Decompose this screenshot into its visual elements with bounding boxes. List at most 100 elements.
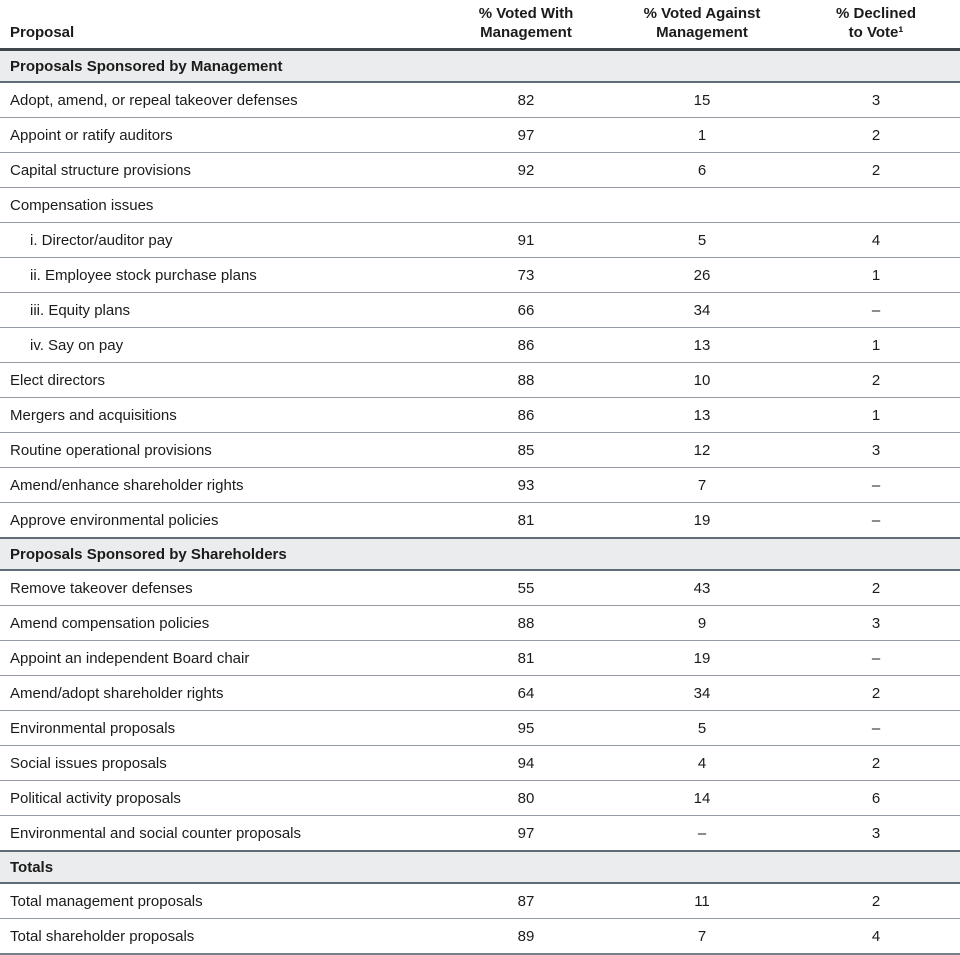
section-header-row: Proposals Sponsored by Shareholders	[0, 537, 960, 571]
voted-against-value	[612, 187, 792, 223]
voted-against-value: –	[612, 815, 792, 852]
table-row: iv. Say on pay 86 13 1	[0, 327, 960, 363]
table-row: Capital structure provisions 92 6 2	[0, 152, 960, 188]
declined-value: –	[792, 640, 960, 676]
section-title: Proposals Sponsored by Shareholders	[0, 537, 960, 571]
proposal-label: Remove takeover defenses	[0, 570, 440, 606]
voted-against-value: 43	[612, 570, 792, 606]
voted-against-value: 13	[612, 327, 792, 363]
voted-against-value: 34	[612, 292, 792, 328]
table-row: Environmental and social counter proposa…	[0, 815, 960, 852]
table-row: Total shareholder proposals 89 7 4	[0, 918, 960, 955]
voted-against-value: 5	[612, 710, 792, 746]
table-row: Compensation issues	[0, 187, 960, 223]
proposal-label: i. Director/auditor pay	[0, 222, 440, 258]
voted-with-value: 86	[440, 397, 612, 433]
proposal-label: Political activity proposals	[0, 780, 440, 816]
proposal-label: iv. Say on pay	[0, 327, 440, 363]
voted-with-value: 86	[440, 327, 612, 363]
proposal-label: Amend/adopt shareholder rights	[0, 675, 440, 711]
proposal-label: Social issues proposals	[0, 745, 440, 781]
table-row: Adopt, amend, or repeal takeover defense…	[0, 82, 960, 118]
voted-with-value: 97	[440, 117, 612, 153]
proposal-label: Environmental proposals	[0, 710, 440, 746]
declined-value: 4	[792, 918, 960, 955]
proposal-label: Compensation issues	[0, 187, 440, 223]
voted-with-value: 64	[440, 675, 612, 711]
table-row: iii. Equity plans 66 34 –	[0, 292, 960, 328]
proposal-label: Amend compensation policies	[0, 605, 440, 641]
table-row: Environmental proposals 95 5 –	[0, 710, 960, 746]
table-row: Appoint an independent Board chair 81 19…	[0, 640, 960, 676]
declined-value: 1	[792, 257, 960, 293]
column-header-voted-against-management: % Voted Against Management	[612, 0, 792, 51]
declined-value: 1	[792, 327, 960, 363]
voted-with-value: 66	[440, 292, 612, 328]
voted-against-value: 4	[612, 745, 792, 781]
section-header-row: Totals	[0, 850, 960, 884]
voted-against-value: 9	[612, 605, 792, 641]
proposal-label: Environmental and social counter proposa…	[0, 815, 440, 852]
table-row: Total management proposals 87 11 2	[0, 883, 960, 919]
voted-against-value: 1	[612, 117, 792, 153]
voted-with-value: 91	[440, 222, 612, 258]
voted-with-value: 85	[440, 432, 612, 468]
proposal-label: Mergers and acquisitions	[0, 397, 440, 433]
table-row: Political activity proposals 80 14 6	[0, 780, 960, 816]
section-header-row: Proposals Sponsored by Management	[0, 48, 960, 83]
table-row: Amend/enhance shareholder rights 93 7 –	[0, 467, 960, 503]
voted-against-value: 10	[612, 362, 792, 398]
voted-against-value: 12	[612, 432, 792, 468]
proposal-label: Routine operational provisions	[0, 432, 440, 468]
table-row: Remove takeover defenses 55 43 2	[0, 570, 960, 606]
voted-with-value: 88	[440, 362, 612, 398]
voted-with-value: 95	[440, 710, 612, 746]
table-row: Routine operational provisions 85 12 3	[0, 432, 960, 468]
declined-value: –	[792, 292, 960, 328]
voted-with-value: 94	[440, 745, 612, 781]
table-row: i. Director/auditor pay 91 5 4	[0, 222, 960, 258]
voted-against-value: 19	[612, 640, 792, 676]
voted-with-value: 82	[440, 82, 612, 118]
declined-value	[792, 187, 960, 223]
voted-with-value: 88	[440, 605, 612, 641]
voted-against-value: 6	[612, 152, 792, 188]
declined-value: 4	[792, 222, 960, 258]
table-header: Proposal % Voted With Management % Voted…	[0, 0, 960, 51]
voted-with-value: 92	[440, 152, 612, 188]
voted-against-value: 19	[612, 502, 792, 539]
declined-value: 3	[792, 432, 960, 468]
voted-against-value: 13	[612, 397, 792, 433]
proposal-label: Approve environmental policies	[0, 502, 440, 539]
voted-with-value: 80	[440, 780, 612, 816]
voted-with-value	[440, 187, 612, 223]
table-body: Proposals Sponsored by Management Adopt,…	[0, 48, 960, 955]
voted-against-value: 15	[612, 82, 792, 118]
table-row: Appoint or ratify auditors 97 1 2	[0, 117, 960, 153]
section-title: Proposals Sponsored by Management	[0, 48, 960, 83]
voted-with-value: 93	[440, 467, 612, 503]
proposal-label: ii. Employee stock purchase plans	[0, 257, 440, 293]
declined-value: 3	[792, 82, 960, 118]
voted-against-value: 26	[612, 257, 792, 293]
proposal-label: iii. Equity plans	[0, 292, 440, 328]
voted-against-value: 7	[612, 918, 792, 955]
table-row: Approve environmental policies 81 19 –	[0, 502, 960, 539]
proposal-label: Capital structure provisions	[0, 152, 440, 188]
declined-value: 2	[792, 362, 960, 398]
declined-value: 2	[792, 152, 960, 188]
declined-value: 6	[792, 780, 960, 816]
table-row: Amend compensation policies 88 9 3	[0, 605, 960, 641]
declined-value: 2	[792, 675, 960, 711]
proposal-label: Total shareholder proposals	[0, 918, 440, 955]
declined-value: 2	[792, 745, 960, 781]
table-row: Mergers and acquisitions 86 13 1	[0, 397, 960, 433]
proposal-label: Adopt, amend, or repeal takeover defense…	[0, 82, 440, 118]
declined-value: 2	[792, 883, 960, 919]
declined-value: 2	[792, 570, 960, 606]
voted-with-value: 89	[440, 918, 612, 955]
declined-value: –	[792, 710, 960, 746]
table-row: ii. Employee stock purchase plans 73 26 …	[0, 257, 960, 293]
table-row: Elect directors 88 10 2	[0, 362, 960, 398]
